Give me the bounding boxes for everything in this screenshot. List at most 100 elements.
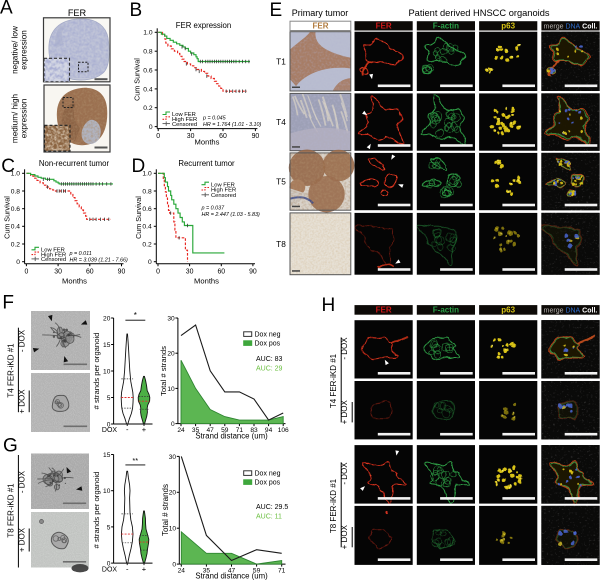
svg-text:p63: p63 [501, 22, 515, 31]
svg-text:47: 47 [228, 568, 236, 575]
svg-text:- DOX: - DOX [17, 329, 26, 352]
svg-text:20: 20 [169, 490, 177, 497]
svg-text:FER: FER [68, 8, 87, 18]
svg-text:FER expression: FER expression [176, 21, 231, 30]
svg-text:merge DNA Coll.: merge DNA Coll. [544, 23, 598, 30]
svg-text:59: 59 [221, 427, 229, 434]
svg-text:0.8: 0.8 [11, 188, 21, 195]
svg-text:T5: T5 [276, 177, 286, 187]
svg-text:F-actin: F-actin [433, 22, 459, 31]
svg-text:p63: p63 [501, 306, 515, 315]
svg-text:p = 0.037: p = 0.037 [201, 206, 226, 212]
svg-text:0.6: 0.6 [143, 67, 153, 74]
svg-text:DOX: DOX [102, 567, 118, 574]
svg-text:30: 30 [54, 268, 62, 275]
svg-text:60: 60 [86, 268, 94, 275]
svg-text:10: 10 [103, 368, 111, 375]
svg-text:Total # strands: Total # strands [161, 484, 170, 536]
svg-text:24: 24 [178, 568, 186, 575]
svg-text:Strand distance (um): Strand distance (um) [195, 571, 268, 580]
svg-text:0: 0 [16, 259, 20, 266]
svg-text:Cum Survival: Cum Survival [3, 196, 12, 239]
svg-text:F: F [2, 292, 14, 313]
svg-text:Primary tumor: Primary tumor [292, 8, 349, 18]
svg-text:0: 0 [156, 268, 160, 275]
svg-text:59: 59 [253, 568, 261, 575]
svg-text:**: ** [132, 456, 138, 465]
svg-text:0: 0 [107, 421, 111, 428]
svg-text:Total # strands: Total # strands [159, 346, 168, 396]
svg-text:+ DOX: + DOX [340, 400, 349, 425]
svg-text:0: 0 [156, 133, 160, 140]
svg-text:0.6: 0.6 [142, 206, 152, 213]
svg-text:1.0: 1.0 [143, 30, 153, 37]
svg-text:15: 15 [103, 342, 111, 349]
svg-text:0: 0 [171, 421, 175, 428]
svg-text:0.4: 0.4 [142, 224, 152, 231]
svg-text:90: 90 [252, 133, 260, 140]
svg-text:Recurrent tumor: Recurrent tumor [178, 159, 235, 168]
svg-text:Censored: Censored [41, 257, 66, 263]
svg-text:medium/ highexpression: medium/ highexpression [11, 93, 29, 143]
svg-text:- DOX: - DOX [17, 470, 26, 493]
svg-text:30: 30 [167, 315, 175, 322]
svg-text:FER: FER [376, 22, 392, 31]
svg-text:Low FER: Low FER [172, 112, 196, 118]
svg-text:Dox neg: Dox neg [255, 471, 281, 478]
svg-text:106: 106 [278, 427, 289, 434]
svg-text:HR = 2.447 (1.03 - 5.83): HR = 2.447 (1.03 - 5.83) [202, 212, 260, 218]
svg-text:Months: Months [62, 276, 87, 285]
svg-text:DOX: DOX [102, 427, 118, 434]
svg-text:30: 30 [186, 268, 194, 275]
svg-text:+: + [142, 425, 147, 434]
svg-text:T8 FER-iKD #1: T8 FER-iKD #1 [7, 483, 16, 538]
svg-text:merge DNA Coll.: merge DNA Coll. [544, 307, 598, 314]
svg-text:B: B [130, 0, 143, 21]
svg-text:60: 60 [217, 268, 225, 275]
svg-text:10: 10 [169, 526, 177, 533]
svg-text:5: 5 [107, 395, 111, 402]
svg-text:AUC: 11: AUC: 11 [256, 514, 282, 521]
svg-text:0: 0 [24, 268, 28, 275]
svg-text:20: 20 [167, 351, 175, 358]
svg-text:Censored: Censored [211, 193, 236, 199]
svg-text:Months: Months [194, 276, 219, 285]
svg-text:83: 83 [250, 427, 258, 434]
svg-text:0.2: 0.2 [142, 241, 152, 248]
svg-text:Non-recurrent tumor: Non-recurrent tumor [39, 159, 110, 168]
svg-text:- DOX: - DOX [340, 462, 349, 485]
svg-text:0.8: 0.8 [142, 188, 152, 195]
svg-text:0.2: 0.2 [11, 241, 21, 248]
svg-text:71: 71 [236, 427, 244, 434]
svg-text:C: C [1, 156, 15, 177]
svg-text:0.4: 0.4 [11, 224, 21, 231]
svg-text:0: 0 [172, 562, 176, 569]
svg-text:+ DOX: + DOX [17, 389, 26, 414]
svg-text:T4: T4 [276, 117, 286, 127]
svg-text:T1: T1 [276, 56, 286, 66]
svg-text:T8: T8 [276, 239, 286, 249]
svg-text:35: 35 [192, 427, 200, 434]
svg-text:*: * [134, 311, 137, 320]
svg-text:1.0: 1.0 [11, 171, 21, 178]
svg-text:FER: FER [376, 306, 392, 315]
svg-text:Patient derived HNSCC organoid: Patient derived HNSCC organoids [408, 8, 549, 18]
svg-text:0.8: 0.8 [143, 49, 153, 56]
svg-text:+: + [142, 565, 147, 574]
svg-text:30: 30 [169, 454, 177, 461]
svg-text:-: - [126, 425, 129, 434]
svg-text:47: 47 [207, 427, 215, 434]
svg-text:AUC: 29.5: AUC: 29.5 [256, 504, 288, 511]
svg-text:# strands per organoid: # strands per organoid [92, 333, 101, 410]
svg-text:p = 0.045: p = 0.045 [202, 116, 227, 122]
svg-text:35: 35 [203, 568, 211, 575]
svg-text:High FER: High FER [41, 252, 66, 258]
svg-text:Dox neg: Dox neg [255, 332, 281, 339]
svg-text:5: 5 [107, 524, 111, 531]
svg-text:94: 94 [265, 427, 273, 434]
svg-text:30: 30 [187, 133, 195, 140]
svg-text:F-actin: F-actin [433, 306, 459, 315]
svg-text:71: 71 [278, 568, 286, 575]
svg-text:Cum Survival: Cum Survival [134, 196, 143, 239]
svg-text:negative/ lowexpression: negative/ lowexpression [11, 26, 29, 74]
